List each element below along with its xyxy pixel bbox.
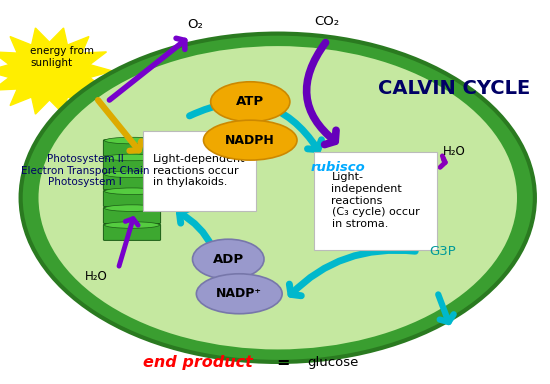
Text: NADPH: NADPH (226, 134, 275, 147)
FancyBboxPatch shape (103, 190, 161, 207)
Text: ATP: ATP (236, 95, 265, 108)
FancyBboxPatch shape (314, 152, 437, 250)
Ellipse shape (104, 205, 160, 212)
Ellipse shape (192, 239, 264, 279)
Ellipse shape (196, 274, 282, 314)
Ellipse shape (104, 171, 160, 178)
Ellipse shape (211, 82, 290, 122)
FancyBboxPatch shape (103, 207, 161, 223)
FancyBboxPatch shape (103, 140, 161, 156)
Text: CALVIN CYCLE: CALVIN CYCLE (378, 79, 530, 98)
Text: end product: end product (143, 355, 253, 371)
FancyBboxPatch shape (143, 131, 256, 211)
Text: ADP: ADP (213, 253, 244, 266)
Text: =: = (277, 355, 290, 371)
Ellipse shape (21, 34, 535, 362)
FancyBboxPatch shape (103, 224, 161, 240)
Ellipse shape (104, 154, 160, 161)
Text: energy from
sunlight: energy from sunlight (30, 46, 94, 68)
Text: glucose: glucose (307, 356, 359, 369)
Text: H₂O: H₂O (442, 145, 465, 158)
Text: Light-dependent
reactions occur
in thylakoids.: Light-dependent reactions occur in thyla… (153, 154, 246, 187)
Text: O₂: O₂ (188, 18, 203, 31)
Ellipse shape (104, 222, 160, 228)
Ellipse shape (204, 120, 297, 160)
Text: CO₂: CO₂ (315, 15, 340, 28)
Ellipse shape (39, 46, 517, 349)
Text: G3P: G3P (430, 245, 456, 258)
FancyBboxPatch shape (103, 157, 161, 173)
Polygon shape (0, 28, 113, 114)
Ellipse shape (104, 188, 160, 195)
Text: NADP⁺: NADP⁺ (216, 287, 262, 300)
Text: Light-
independent
reactions
(C₃ cycle) occur
in stroma.: Light- independent reactions (C₃ cycle) … (332, 172, 419, 229)
Text: Photosystem II
Electron Transport Chain
Photosystem I: Photosystem II Electron Transport Chain … (21, 154, 150, 187)
Text: H₂O: H₂O (85, 270, 108, 283)
Text: rubisco: rubisco (311, 161, 366, 174)
FancyBboxPatch shape (103, 174, 161, 190)
Ellipse shape (104, 137, 160, 144)
